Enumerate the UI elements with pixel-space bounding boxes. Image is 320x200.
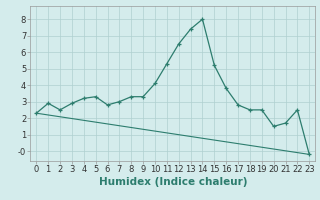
X-axis label: Humidex (Indice chaleur): Humidex (Indice chaleur) bbox=[99, 177, 247, 187]
